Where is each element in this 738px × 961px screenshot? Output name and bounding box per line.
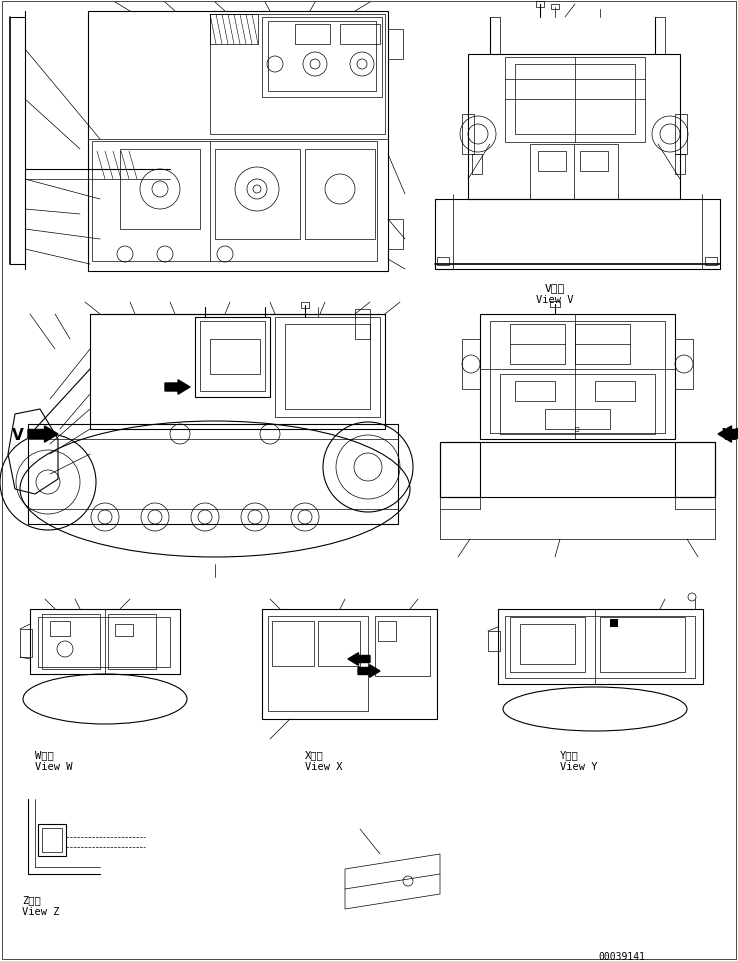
Bar [675,155,685,175]
Bar [498,609,703,684]
Bar [318,622,360,666]
Bar [200,322,265,391]
Bar [580,152,608,172]
Bar [675,339,693,389]
Bar [38,617,170,667]
Text: Z　視: Z 視 [22,894,41,904]
Bar [545,409,610,430]
Bar [215,150,300,239]
Text: View V: View V [537,295,573,305]
Text: View Z: View Z [22,906,60,916]
Bar [551,5,559,10]
Bar [510,325,565,364]
Bar [210,339,260,375]
Bar [472,155,482,175]
Bar [610,619,618,628]
Bar [505,616,695,678]
Bar [28,425,398,525]
Text: □: □ [575,425,579,431]
Bar [462,115,474,155]
Bar [538,152,566,172]
Bar [305,150,375,239]
Bar [50,622,70,636]
Bar [530,145,618,200]
Bar [268,616,368,711]
Bar [435,200,720,270]
Bar [505,58,645,143]
Bar [42,828,62,852]
FancyArrow shape [28,427,58,443]
Bar [115,625,133,636]
Bar [675,115,687,155]
Bar [195,318,270,398]
Text: View X: View X [305,761,342,771]
Bar [435,200,453,270]
Bar [108,614,156,669]
Bar [675,442,715,498]
Bar [468,55,680,200]
Bar [340,25,380,45]
Bar [480,314,675,439]
Bar [550,302,560,308]
Text: View W: View W [35,761,72,771]
Text: V: V [12,427,24,442]
Bar [440,442,480,498]
Text: W: W [722,427,738,442]
Bar [301,303,309,308]
Bar [490,322,665,433]
Text: V　視: V 視 [545,283,565,293]
Bar [520,625,575,664]
Bar [295,25,330,45]
Bar [575,325,630,364]
Bar [275,318,380,418]
Bar [42,614,100,669]
Bar [702,200,720,270]
Bar [536,2,544,8]
Bar [38,825,66,856]
Text: View Y: View Y [560,761,598,771]
Text: 00039141: 00039141 [598,951,645,961]
Bar [510,617,585,673]
Bar [355,309,370,339]
Bar [268,22,376,92]
FancyArrow shape [348,653,370,666]
FancyArrow shape [165,381,190,395]
Bar [437,258,449,266]
Bar [20,629,32,657]
FancyArrow shape [358,665,380,678]
Bar [262,609,437,719]
Text: X　視: X 視 [305,750,324,759]
Bar [262,18,382,98]
Bar [378,622,396,641]
Bar [440,442,715,498]
Bar [488,631,500,652]
Bar [388,30,403,60]
Text: Y　視: Y 視 [560,750,579,759]
Bar [388,220,403,250]
Bar [30,609,180,675]
Bar [515,382,555,402]
Bar [515,65,635,135]
Bar [462,339,480,389]
Bar [272,622,314,666]
Bar [210,15,385,135]
Bar [88,12,388,272]
FancyArrow shape [718,427,738,443]
Bar [500,375,655,434]
Bar [600,617,685,673]
Bar [595,382,635,402]
Bar [705,258,717,266]
Bar [90,314,385,430]
Bar [120,150,200,230]
Bar [285,325,370,409]
Bar [92,142,377,261]
Bar [375,616,430,677]
Text: W　視: W 視 [35,750,54,759]
